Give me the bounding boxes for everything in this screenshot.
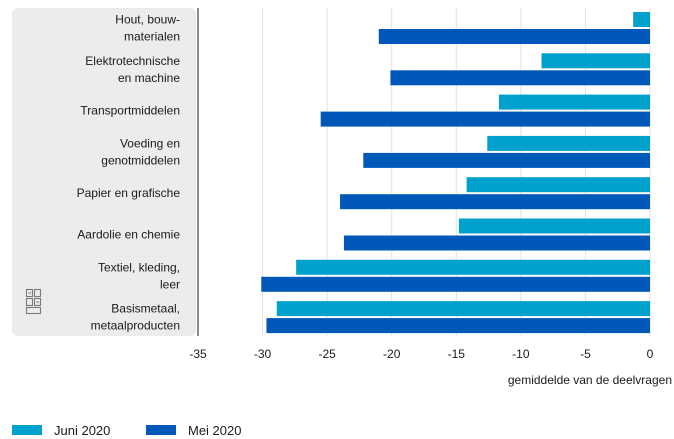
bar-mei-2020 [261,276,650,292]
bar-mei-2020 [266,318,650,334]
bar-juni-2020 [541,53,650,69]
category-panel [12,8,196,336]
x-tick-label: -30 [254,347,272,361]
bar-mei-2020 [378,29,650,44]
x-tick-label: -25 [318,347,336,361]
x-tick-labels: -35 -30 -25 -20 -15 -10 -5 0 [189,347,653,361]
category-label: Basismetaal, metaalproducten [91,302,180,333]
x-tick-label: -5 [580,347,591,361]
bar-mei-2020 [320,111,650,127]
category-label: Hout, bouw-materialen [115,13,180,44]
bar-juni-2020 [458,218,650,234]
category-label: Papier en grafische [77,186,181,200]
x-tick-label: -10 [512,347,530,361]
legend-swatch [12,425,42,435]
cbs-logo-icon [25,288,42,315]
x-tick-label: 0 [647,347,654,361]
bar-juni-2020 [276,301,650,317]
category-label: Voeding en genotmiddelen [101,136,180,167]
category-label: Elektrotechnische en machine [85,54,180,85]
category-labels: Hout, bouw-materialen Elektrotechnische en… [77,13,181,333]
bar-juni-2020 [466,177,650,193]
legend-label: Mei 2020 [188,423,241,438]
bar-juni-2020 [296,259,650,275]
bar-mei-2020 [343,235,650,251]
bars-group [261,12,650,334]
category-label: Aardolie en chemie [77,228,180,242]
bar-juni-2020 [487,135,650,151]
legend: Juni 2020 Mei 2020 [12,423,241,438]
bar-mei-2020 [390,70,650,86]
category-label: Textiel, kleding, leer [98,260,180,291]
x-axis-title: gemiddelde van de deelvragen [508,373,672,387]
bar-juni-2020 [633,12,650,27]
bar-mei-2020 [363,152,650,168]
bar-mei-2020 [340,194,650,210]
bar-juni-2020 [498,94,650,110]
legend-swatch [146,425,176,435]
x-tick-label: -20 [383,347,401,361]
x-tick-label: -15 [448,347,466,361]
legend-label: Juni 2020 [54,423,110,438]
x-tick-label: -35 [189,347,207,361]
category-label: Transportmiddelen [80,104,180,118]
